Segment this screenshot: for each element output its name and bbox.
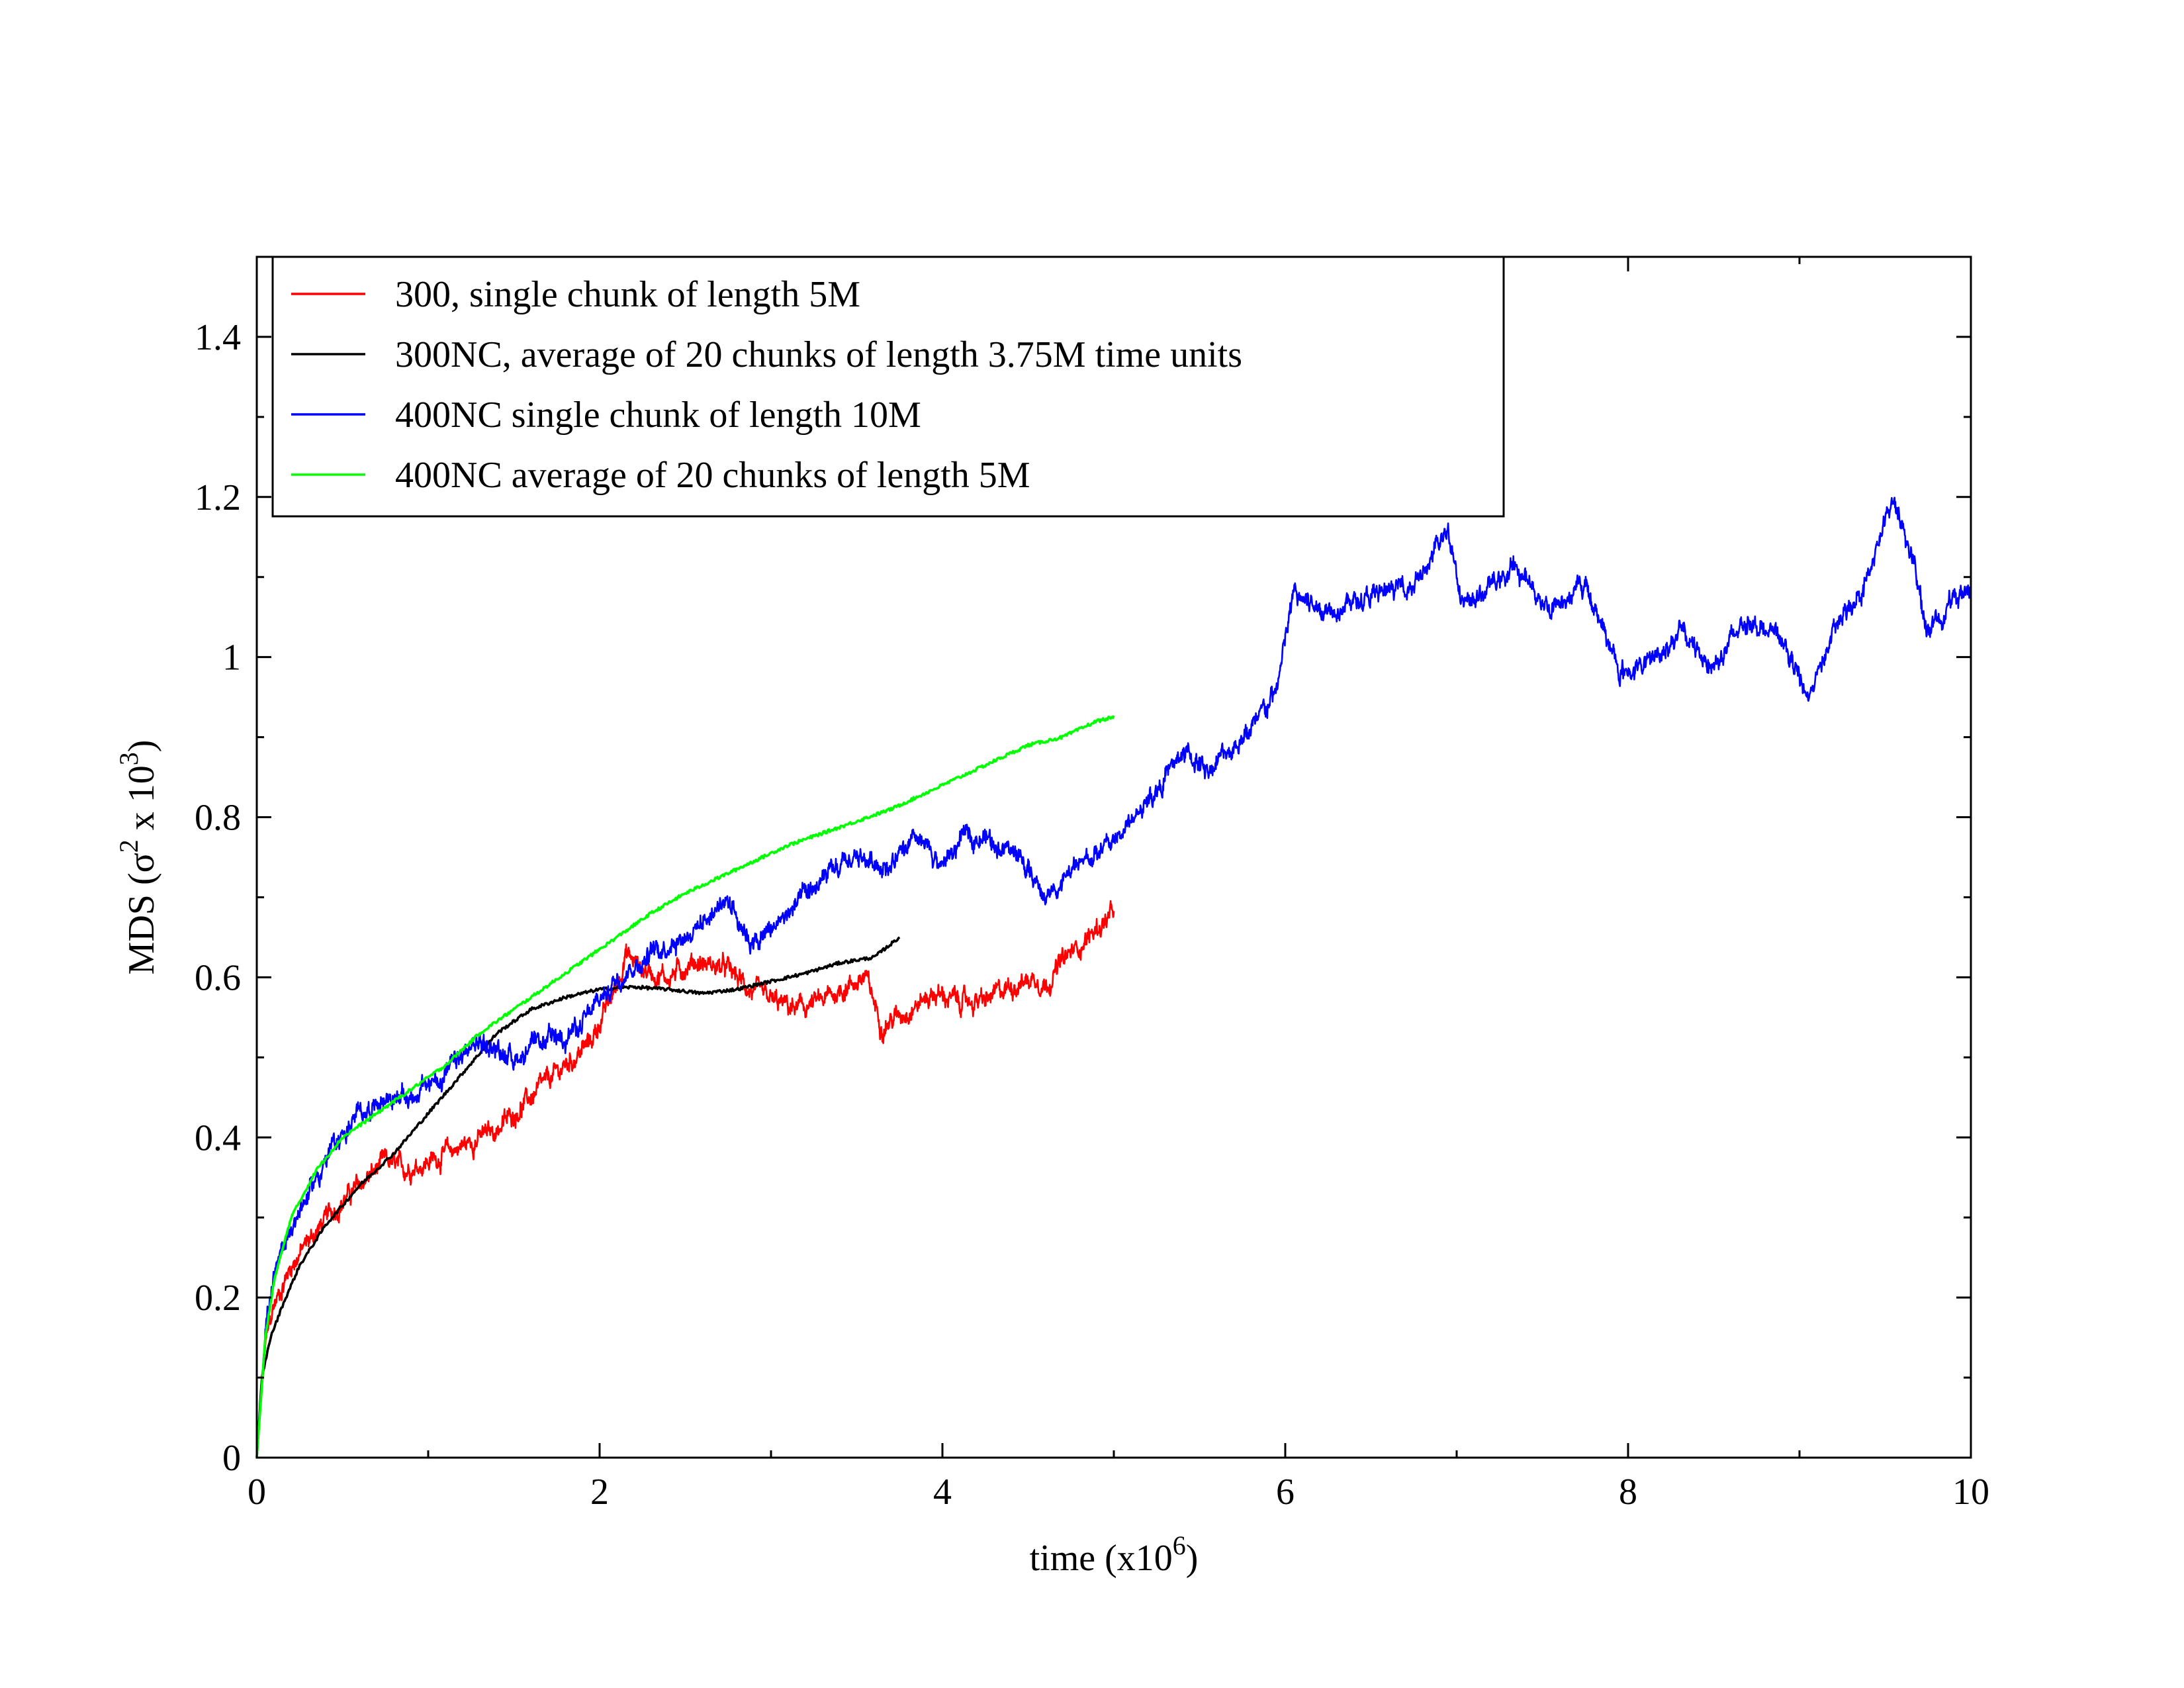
x-tick-label-5: 10 bbox=[1952, 1472, 1989, 1513]
legend-label-3: 400NC average of 20 chunks of length 5M bbox=[395, 455, 1030, 496]
series-line-0 bbox=[255, 900, 1115, 1458]
y-tick-label-7: 1.4 bbox=[195, 317, 241, 358]
y-tick-label-3: 0.6 bbox=[195, 957, 241, 998]
legend-label-0: 300, single chunk of length 5M bbox=[395, 274, 860, 315]
y-axis-title: MDS (σ2 x 103) bbox=[114, 740, 162, 975]
legend: 300, single chunk of length 5M 300NC, ave… bbox=[271, 256, 1505, 518]
x-tick-label-2: 4 bbox=[933, 1472, 952, 1513]
legend-label-2: 400NC single chunk of length 10M bbox=[395, 395, 921, 436]
legend-label-1: 300NC, average of 20 chunks of length 3.… bbox=[395, 334, 1242, 375]
y-tick-label-1: 0.2 bbox=[195, 1278, 241, 1319]
x-tick-label-1: 2 bbox=[590, 1472, 609, 1513]
y-tick-label-5: 1 bbox=[222, 637, 241, 679]
x-tick-label-0: 0 bbox=[248, 1472, 266, 1513]
series-line-2 bbox=[255, 496, 1972, 1458]
x-tick-label-3: 6 bbox=[1276, 1472, 1295, 1513]
series-line-3 bbox=[255, 715, 1115, 1458]
x-tick-label-4: 8 bbox=[1619, 1472, 1637, 1513]
tick-label-layer: 0 2 4 6 8 10 0 0.2 0.4 0.6 0.8 1 1.2 1.4 bbox=[195, 317, 1989, 1513]
y-tick-label-0: 0 bbox=[222, 1438, 241, 1479]
x-axis-title: time (x106) bbox=[1030, 1530, 1199, 1579]
legend-box bbox=[271, 256, 1505, 518]
series-layer bbox=[255, 496, 1972, 1458]
y-tick-label-4: 0.8 bbox=[195, 798, 241, 839]
series-line-1 bbox=[255, 936, 901, 1458]
y-tick-label-6: 1.2 bbox=[195, 477, 241, 518]
legend-items: 300, single chunk of length 5M 300NC, ave… bbox=[291, 274, 1242, 496]
y-tick-label-2: 0.4 bbox=[195, 1117, 241, 1158]
